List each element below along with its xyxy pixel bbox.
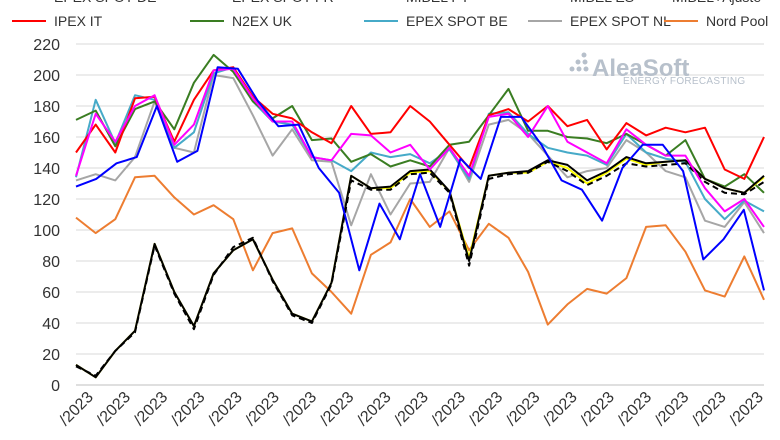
- series-line-mibel-pt: [75, 157, 765, 379]
- y-tick-label: 200: [33, 68, 60, 85]
- x-tick-label: /2023: [540, 389, 580, 429]
- y-tick-label: 120: [33, 192, 60, 209]
- legend-label: EPEX SPOT DE: [54, 0, 156, 5]
- x-tick-label: /2023: [726, 389, 766, 429]
- y-axis-tick-labels: 0 20 40 60 80 100 120 140 160 180 200 220: [33, 37, 60, 395]
- y-tick-label: 180: [33, 99, 60, 116]
- y-tick-label: 20: [42, 347, 60, 364]
- legend-item-mibel-ajuste: MIBEL+Ajuste: [672, 0, 761, 5]
- legend: EPEX SPOT DE EPEX SPOT FR MIBEL PT MIBEL ES…: [12, 0, 768, 29]
- legend-item-epex-spot-be: EPEX SPOT BE: [364, 13, 508, 29]
- series-line-nord-pool: [75, 174, 765, 326]
- y-tick-label: 100: [33, 223, 60, 240]
- legend-item-epex-spot-fr: EPEX SPOT FR: [232, 0, 334, 5]
- logo: AleaSoft ENERGY FORECASTING: [569, 52, 745, 87]
- legend-item-ipex-it: IPEX IT: [12, 13, 103, 29]
- x-tick-label: /2023: [354, 389, 394, 429]
- series-line-epex-spot-nl: [75, 74, 765, 234]
- x-tick-label: /2023: [689, 389, 729, 429]
- legend-item-mibel-es: MIBEL ES: [570, 0, 634, 5]
- y-tick-label: 80: [42, 254, 60, 271]
- x-tick-label: /2023: [466, 389, 506, 429]
- legend-label: MIBEL PT: [406, 0, 470, 5]
- x-tick-label: /2023: [615, 389, 655, 429]
- legend-label: EPEX SPOT BE: [406, 13, 508, 29]
- legend-item-nord-pool: Nord Pool: [664, 13, 768, 29]
- x-tick-label: /2023: [56, 389, 96, 429]
- y-tick-label: 160: [33, 130, 60, 147]
- x-tick-label: /2023: [503, 389, 543, 429]
- x-tick-label: /2023: [429, 389, 469, 429]
- x-tick-label: /2023: [391, 389, 431, 429]
- x-tick-label: /2023: [280, 389, 320, 429]
- x-tick-label: /2023: [94, 389, 134, 429]
- x-tick-label: /2023: [205, 389, 245, 429]
- series-lines: [75, 53, 765, 379]
- legend-label: N2EX UK: [232, 13, 293, 29]
- y-tick-label: 60: [42, 285, 60, 302]
- series-line-mibel-es: [75, 156, 765, 379]
- series-line-mibel-ajuste: [75, 160, 765, 377]
- logo-tagline: ENERGY FORECASTING: [623, 76, 745, 87]
- x-tick-label: /2023: [243, 389, 283, 429]
- x-axis-tick-labels: /2023/2023/2023/2023/2023/2023/2023/2023…: [56, 389, 766, 429]
- legend-label: MIBEL ES: [570, 0, 634, 5]
- x-tick-label: /2023: [131, 389, 171, 429]
- legend-label: Nord Pool: [706, 13, 768, 29]
- y-tick-label: 40: [42, 316, 60, 333]
- y-tick-label: 140: [33, 161, 60, 178]
- series-line-epex-spot-fr: [75, 67, 765, 228]
- x-tick-label: /2023: [317, 389, 357, 429]
- x-tick-label: /2023: [578, 389, 618, 429]
- series-line-epex-spot-be: [75, 66, 765, 221]
- series-line-ipex-it: [75, 66, 765, 180]
- y-tick-label: 0: [51, 378, 60, 395]
- y-tick-label: 220: [33, 37, 60, 54]
- legend-label: EPEX SPOT NL: [570, 13, 671, 29]
- x-tick-label: /2023: [652, 389, 692, 429]
- legend-item-n2ex-uk: N2EX UK: [190, 13, 293, 29]
- legend-item-epex-spot-de: EPEX SPOT DE: [54, 0, 156, 5]
- series-line-epex-spot-de: [75, 66, 765, 291]
- legend-item-epex-spot-nl: EPEX SPOT NL: [528, 13, 671, 29]
- x-tick-label: /2023: [168, 389, 208, 429]
- legend-label: MIBEL+Ajuste: [672, 0, 761, 5]
- legend-label: IPEX IT: [54, 13, 103, 29]
- legend-item-mibel-pt: MIBEL PT: [406, 0, 470, 5]
- logo-name: AleaSoft: [592, 55, 689, 82]
- legend-label: EPEX SPOT FR: [232, 0, 334, 5]
- logo-dots-icon: [569, 52, 589, 72]
